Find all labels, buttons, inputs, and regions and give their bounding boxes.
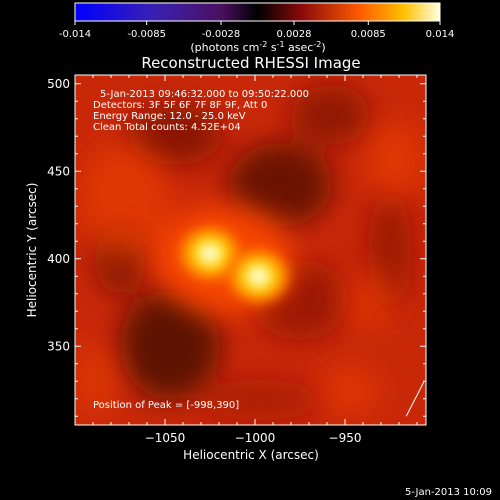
x-tick-label: −1050 — [145, 431, 186, 445]
peak-position-label: Position of Peak = [-998,390] — [93, 400, 239, 411]
observation-info: 5-Jan-2013 09:46:32.000 to 09:50:22.000D… — [93, 89, 309, 133]
image-area — [75, 75, 426, 425]
x-tick-label: −950 — [329, 431, 362, 445]
flare-sources — [180, 227, 289, 303]
x-tick-label: −1000 — [235, 431, 276, 445]
info-line: 5-Jan-2013 09:46:32.000 to 09:50:22.000 — [100, 89, 309, 100]
y-axis: 350 400 450 500 — [47, 77, 426, 417]
bright-regions-halo — [75, 120, 423, 415]
image-frame — [74, 74, 427, 426]
info-line: Detectors: 3F 5F 6F 7F 8F 9F, Att 0 — [93, 100, 267, 111]
x-axis: −1050 −1000 −950 — [92, 75, 418, 445]
colorbar-ticks: -0.014 -0.0085 -0.0028 0.0028 0.0085 0.014 — [59, 21, 454, 40]
colorbar-tick-label: -0.014 — [59, 29, 91, 40]
info-line: Energy Range: 12.0 - 25.0 keV — [93, 111, 246, 122]
colorbar-label: (photons cm-2 s-1 asec-2) — [190, 40, 325, 54]
solar-limb-line — [405, 381, 425, 417]
colorbar-tick-label: 0.0028 — [277, 29, 312, 40]
info-line: Clean Total counts: 4.52E+04 — [93, 122, 241, 133]
chart-title: Reconstructed RHESSI Image — [141, 54, 360, 72]
colorbar-tick-label: -0.0085 — [127, 29, 166, 40]
y-axis-label: Heliocentric Y (arcsec) — [25, 183, 39, 318]
source-peak — [247, 266, 270, 287]
colorbar-tick-label: 0.014 — [426, 29, 455, 40]
dark-regions — [95, 85, 412, 420]
colorbar-gradient — [74, 2, 441, 22]
colorbar: -0.014 -0.0085 -0.0028 0.0028 0.0085 0.014 (p… — [59, 2, 454, 54]
y-tick-label: 350 — [47, 339, 70, 353]
x-axis-label: Heliocentric X (arcsec) — [183, 448, 319, 462]
source-peak — [199, 243, 221, 264]
colorbar-tick-label: 0.0085 — [351, 29, 386, 40]
y-tick-label: 400 — [47, 252, 70, 266]
y-tick-label: 500 — [47, 77, 70, 91]
y-tick-label: 450 — [47, 164, 70, 178]
footer-date: 5-Jan-2013 10:09 — [405, 487, 492, 498]
colorbar-tick-label: -0.0028 — [202, 29, 241, 40]
